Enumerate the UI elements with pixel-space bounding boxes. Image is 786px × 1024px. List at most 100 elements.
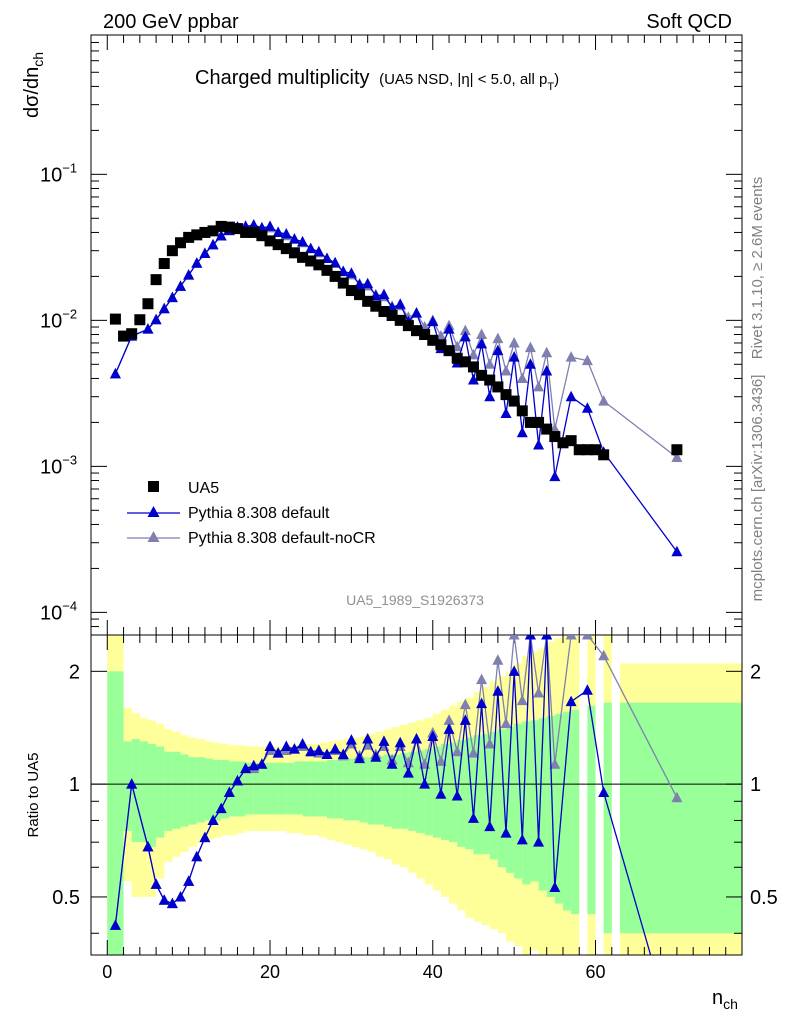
default-point <box>313 245 325 257</box>
nocr-point <box>508 336 520 348</box>
ratio-default-point <box>248 759 260 771</box>
chart-subtitle-a: (UA5 NSD, |η| < 5.0, all p <box>379 71 547 88</box>
default-point <box>581 402 593 413</box>
ua5-point <box>313 259 325 271</box>
analysis-label: UA5_1989_S1926373 <box>346 592 484 608</box>
ua5-point <box>394 314 406 326</box>
ratio-nocr-point <box>508 635 520 640</box>
ratio-default-point <box>166 897 178 909</box>
ua5-point <box>370 300 382 312</box>
ratio-default-point <box>459 714 471 725</box>
default-point <box>264 220 276 231</box>
default-point <box>280 228 292 239</box>
ua5-point <box>467 361 479 373</box>
ratio-default-point <box>500 827 512 838</box>
ratio-default-point <box>427 730 439 741</box>
ratio-default-point <box>264 740 276 752</box>
nocr-point <box>524 341 536 353</box>
ratio-tick-label-left: 2 <box>69 661 80 683</box>
ratio-default-point <box>524 635 536 640</box>
ua5-point <box>158 258 170 270</box>
band-inner <box>416 750 425 834</box>
default-point <box>394 298 406 309</box>
ratio-default-point <box>305 745 317 757</box>
default-point <box>492 344 504 356</box>
ratio-default-point <box>484 820 496 832</box>
ratio-nocr-point <box>467 747 479 758</box>
ratio-nocr-point <box>671 791 683 803</box>
band-inner <box>278 762 287 815</box>
ua5-point <box>134 314 146 326</box>
ratio-default-point <box>240 762 252 774</box>
band-inner <box>530 720 539 882</box>
x-tick-label: 40 <box>423 962 443 982</box>
x-tick-label: 20 <box>260 962 280 982</box>
ratio-tick-label-left: 0.5 <box>52 887 80 909</box>
ratio-tick-label-right: 1 <box>750 774 761 796</box>
ratio-default-point <box>288 743 300 754</box>
band-inner <box>286 762 295 815</box>
ratio-nocr-point <box>443 714 455 725</box>
ua5-point <box>240 226 252 238</box>
rivet-label: Rivet 3.1.10, ≥ 2.6M events <box>749 177 766 360</box>
nocr-point <box>598 395 610 406</box>
band-inner <box>481 734 490 855</box>
default-point <box>305 242 317 254</box>
ratio-nocr-point <box>451 745 463 757</box>
ua5-point <box>362 295 374 307</box>
band-inner <box>489 731 498 860</box>
default-point <box>427 315 439 327</box>
x-axis-label-main: n <box>712 987 723 1009</box>
band-inner <box>440 743 450 840</box>
band-inner <box>424 749 433 836</box>
y-tick-label: 10−2 <box>40 306 77 332</box>
ratio-default-point <box>321 748 333 759</box>
ratio-y-label: Ratio to UA5 <box>25 752 42 837</box>
ratio-default-point <box>345 734 357 745</box>
band-inner <box>449 742 458 843</box>
default-point <box>484 390 496 402</box>
ua5-point <box>223 221 235 233</box>
ua5-point <box>516 405 528 417</box>
ratio-default-point <box>443 723 455 734</box>
default-point <box>565 390 577 402</box>
ua5-point <box>191 229 203 241</box>
band-inner <box>514 723 523 879</box>
ratio-default-point <box>467 812 479 823</box>
band-inner <box>237 761 246 817</box>
nocr-point <box>484 358 496 369</box>
ua5-point <box>345 285 357 297</box>
nocr-point <box>533 380 545 392</box>
x-axis-label: nch <box>712 987 738 1012</box>
band-inner <box>554 713 563 904</box>
default-point <box>541 364 553 376</box>
ratio-default-point <box>150 878 162 889</box>
default-point <box>248 218 260 230</box>
default-point <box>362 277 374 289</box>
ua5-point <box>256 230 268 242</box>
default-point <box>288 233 300 244</box>
ratio-default-point <box>158 894 170 905</box>
band-inner <box>131 738 140 843</box>
ratio-default-point <box>370 751 382 762</box>
ua5-point <box>533 416 545 428</box>
ratio-default-point <box>541 635 553 640</box>
ua5-point <box>484 374 496 386</box>
chart-title: Charged multiplicity (UA5 NSD, |η| < 5.0… <box>195 67 559 93</box>
ua5-point <box>590 444 602 456</box>
x-tick-label: 0 <box>102 962 112 982</box>
band-inner <box>497 729 507 868</box>
ua5-point <box>150 274 162 286</box>
ratio-default-point <box>329 743 341 754</box>
axis-ticks <box>91 34 742 955</box>
band-inner <box>538 718 547 891</box>
chart-subtitle-b: ) <box>554 71 559 88</box>
ua5-point <box>321 264 333 276</box>
legend-label-default: Pythia 8.308 default <box>188 505 330 522</box>
ua5-point <box>411 325 422 337</box>
legend-label-ua5: UA5 <box>188 480 219 497</box>
ua5-point <box>126 328 138 340</box>
band-inner <box>392 754 401 829</box>
default-point <box>524 358 536 369</box>
